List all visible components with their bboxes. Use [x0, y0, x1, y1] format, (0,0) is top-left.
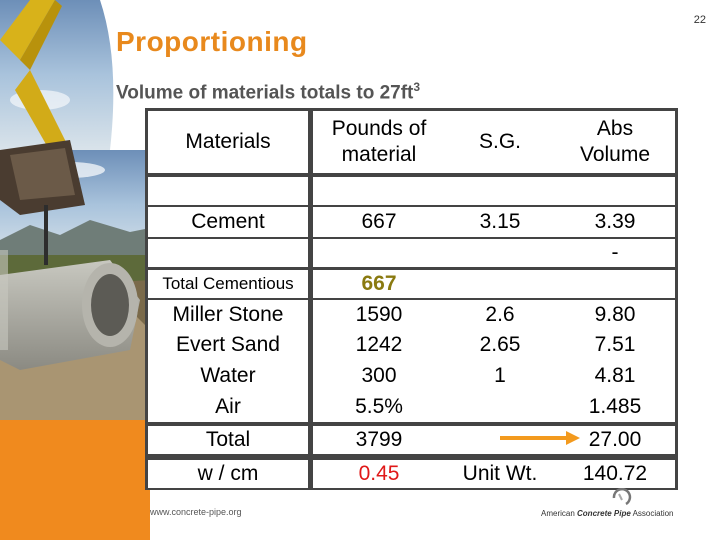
slide-subtitle: Volume of materials totals to 27ft3 [116, 80, 420, 104]
row-total-cementious-material: Total Cementious [148, 270, 308, 298]
acpa-logo-icon [612, 488, 632, 506]
row-unit-wt-label: Unit Wt. [445, 460, 555, 488]
row-blank-pounds [313, 239, 445, 267]
row-total-cementious-abs [555, 270, 675, 298]
row-evert-sand-pounds: 1242 [313, 330, 445, 361]
arrow-right-icon [500, 431, 580, 445]
footer-url: www.concrete-pipe.org [150, 507, 242, 517]
row-evert-sand-sg: 2.65 [445, 330, 555, 361]
row-miller-stone-sg: 2.6 [445, 300, 555, 330]
header-materials: Materials [148, 111, 308, 173]
row-cement-pounds: 667 [313, 207, 445, 237]
row-cement-sg: 3.15 [445, 207, 555, 237]
row-blank-abs: - [555, 239, 675, 267]
materials-table: Materials Pounds of material S.G. Abs Vo… [145, 108, 678, 460]
row-air-abs: 1.485 [555, 392, 675, 422]
header-sg: S.G. [445, 111, 555, 173]
row-air-sg [445, 392, 555, 422]
row-miller-stone-pounds: 1590 [313, 300, 445, 330]
orange-accent-band [0, 420, 150, 540]
row-air-material: Air [148, 392, 308, 422]
row-total-pounds: 3799 [313, 426, 445, 454]
row-blank-material [148, 239, 308, 267]
row-wcm-value: 0.45 [313, 460, 445, 488]
row-cement-material: Cement [148, 207, 308, 237]
row-total-cementious-sg [445, 270, 555, 298]
spacer-cell [313, 177, 675, 205]
logo-text: American Concrete Pipe Association [541, 509, 674, 518]
subtitle-text: Volume of materials totals to 27ft [116, 82, 414, 104]
logo-prefix: American [541, 509, 578, 518]
subtitle-superscript: 3 [413, 80, 421, 94]
row-water-pounds: 300 [313, 361, 445, 392]
row-blank-sg [445, 239, 555, 267]
row-water-sg: 1 [445, 361, 555, 392]
row-water-material: Water [148, 361, 308, 392]
construction-photo [0, 0, 150, 430]
row-miller-stone-material: Miller Stone [148, 300, 308, 330]
row-cement-abs: 3.39 [555, 207, 675, 237]
row-unit-wt-value: 140.72 [555, 460, 675, 488]
row-miller-stone-abs: 9.80 [555, 300, 675, 330]
slide-title: Proportioning [116, 26, 308, 57]
header-pounds: Pounds of material [313, 111, 445, 173]
row-air-pounds: 5.5% [313, 392, 445, 422]
row-total-material: Total [148, 426, 308, 454]
row-evert-sand-abs: 7.51 [555, 330, 675, 361]
header-abs-volume: Abs Volume [555, 111, 675, 173]
logo-suffix: Association [630, 509, 674, 518]
row-evert-sand-material: Evert Sand [148, 330, 308, 361]
spacer-cell [148, 177, 308, 205]
logo-bold: Concrete Pipe [577, 509, 631, 518]
row-total-cementious-pounds: 667 [313, 270, 445, 298]
row-wcm-material: w / cm [148, 460, 308, 488]
row-water-abs: 4.81 [555, 361, 675, 392]
wcm-row: w / cm 0.45 Unit Wt. 140.72 [145, 460, 678, 490]
page-number: 22 [693, 14, 706, 26]
